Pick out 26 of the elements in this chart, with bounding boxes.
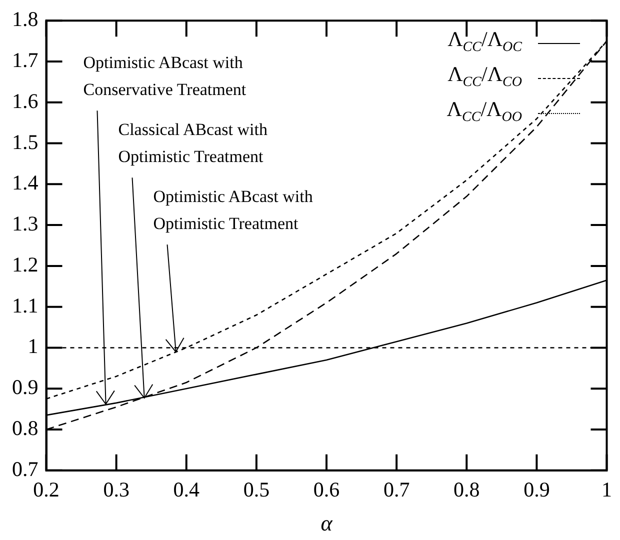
x-tick-label: 0.6	[313, 478, 340, 502]
legend-label: Λ$_{CC}$/Λ$_{OC}$	[448, 26, 522, 58]
annotation: Optimistic ABcast with Conservative Treatment	[83, 52, 246, 101]
y-tick-label: 1.6	[12, 88, 38, 113]
x-tick-label: 0.4	[173, 478, 200, 502]
x-tick-label: 0.5	[243, 478, 270, 502]
annotation: Optimistic ABcast with Optimistic Treatment	[153, 186, 313, 235]
y-tick-label: 1.5	[12, 130, 38, 154]
x-axis-title: α	[320, 510, 333, 536]
legend-label: Λ$_{CC}$/Λ$_{CO}$	[448, 61, 522, 92]
y-tick-label: 0.8	[12, 416, 38, 440]
y-tick-label: 1.3	[12, 212, 38, 236]
y-tick-label: 1.2	[12, 252, 38, 276]
x-tick-label: 0.8	[454, 478, 480, 502]
y-tick-label: 1.4	[12, 170, 39, 195]
annotation: Classical ABcast with Optimistic Treatment	[118, 118, 268, 168]
y-tick-label: 1.1	[12, 293, 38, 318]
x-tick-label: 1	[602, 478, 612, 502]
x-tick-label: 0.9	[524, 478, 550, 502]
y-tick-label: 0.9	[12, 375, 38, 400]
x-tick-label: 0.3	[103, 478, 130, 502]
y-tick-label: 1.8	[12, 7, 38, 32]
y-tick-label: 1.7	[12, 48, 38, 72]
x-tick-label: 0.7	[383, 478, 410, 502]
legend-label: Λ$_{CC}$/Λ$_{OO}$	[446, 96, 522, 128]
y-tick-label: 1	[28, 334, 38, 358]
